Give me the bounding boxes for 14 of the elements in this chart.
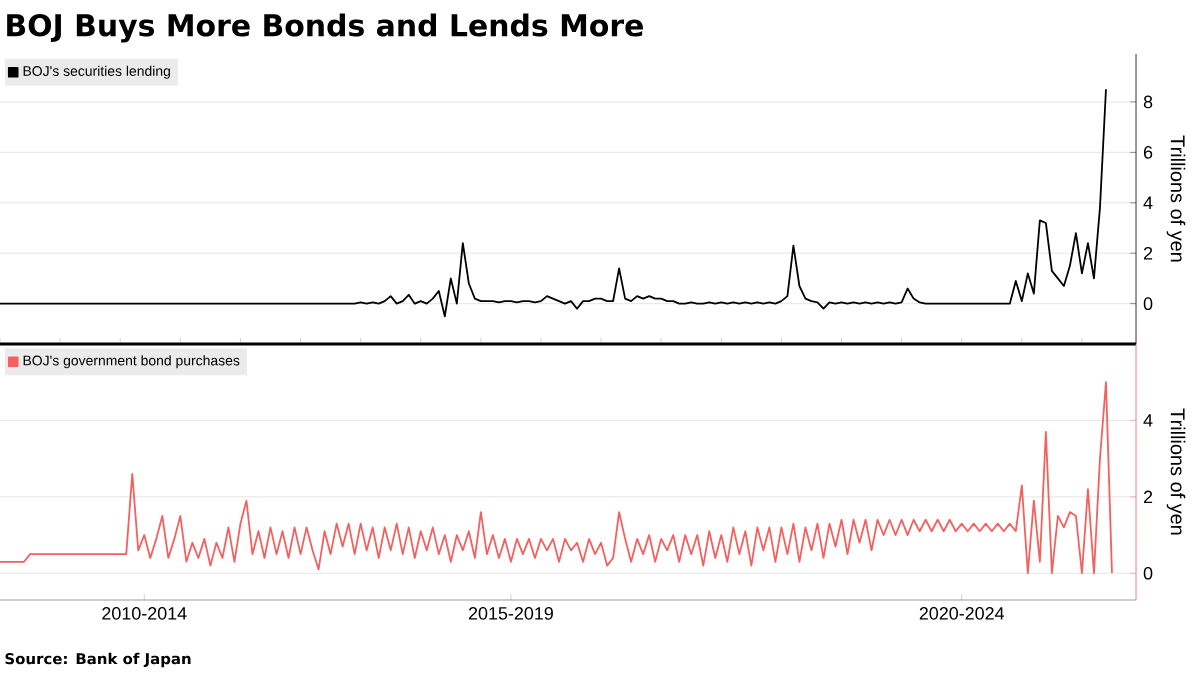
y-tick-label: 8	[1143, 95, 1153, 109]
y-tick-label: 2	[1143, 490, 1153, 504]
y-tick-label: 6	[1143, 145, 1153, 159]
y-axis-title: Trillions of yen	[1166, 135, 1186, 262]
y-tick-label: 4	[1143, 414, 1153, 427]
y-tick-label: 0	[1143, 297, 1153, 311]
x-tick-label: 2020-2024	[919, 607, 1005, 620]
x-tick-label: 2010-2014	[102, 607, 187, 620]
y-axis-title: Trillions of yen	[1166, 408, 1186, 535]
chart-title: BOJ Buys More Bonds and Lends More	[7, 13, 643, 43]
y-tick-label: 2	[1143, 246, 1153, 260]
x-tick-label: 2015-2019	[468, 607, 553, 620]
y-tick-label: 4	[1143, 196, 1153, 209]
y-tick-label: 0	[1143, 566, 1153, 580]
